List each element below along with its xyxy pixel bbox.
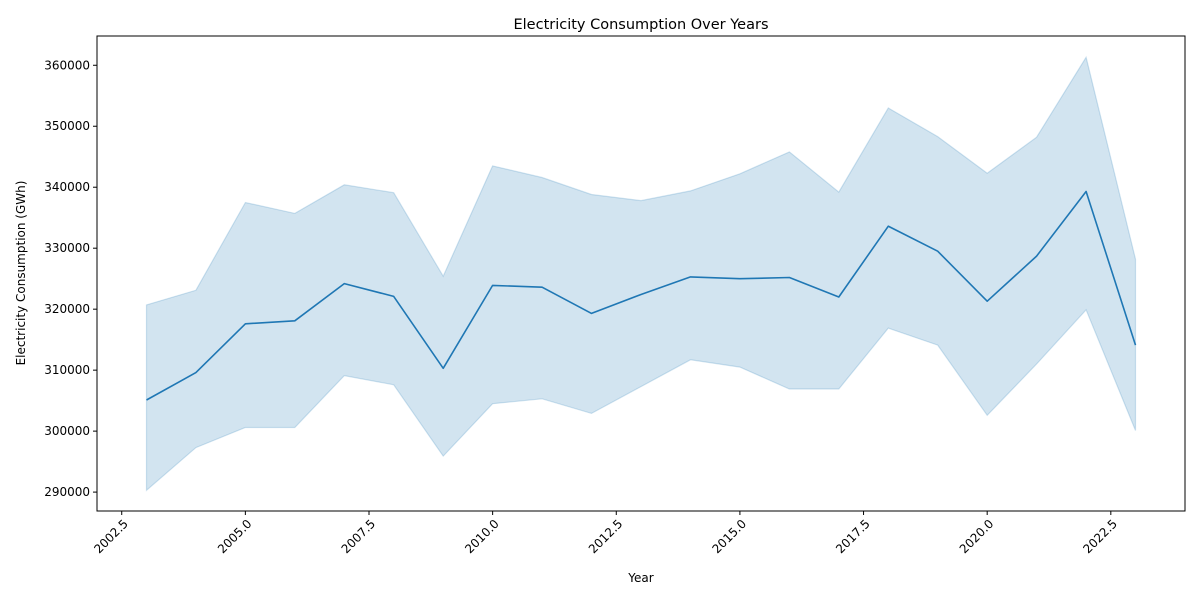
series-line	[146, 190, 1137, 401]
y-tick-label: 320000	[44, 302, 90, 316]
y-tick-label: 310000	[44, 363, 90, 377]
y-tick-label: 340000	[44, 180, 90, 194]
chart-title: Electricity Consumption Over Years	[513, 17, 768, 33]
confidence-band	[145, 55, 1137, 492]
y-tick-label: 330000	[44, 241, 90, 255]
series-line-layer	[146, 190, 1137, 401]
y-tick-label: 290000	[44, 485, 90, 499]
y-tick-label: 360000	[44, 58, 90, 72]
x-axis-label: Year	[627, 571, 653, 585]
y-axis-label: Electricity Consumption (GWh)	[14, 181, 28, 366]
y-axis: 290000 300000 310000 320000 330000 340000 3500…	[44, 58, 97, 499]
y-tick-label: 350000	[44, 119, 90, 133]
y-tick-label: 300000	[44, 424, 90, 438]
plot-frame	[96, 35, 1186, 512]
confidence-band-layer	[145, 55, 1137, 492]
